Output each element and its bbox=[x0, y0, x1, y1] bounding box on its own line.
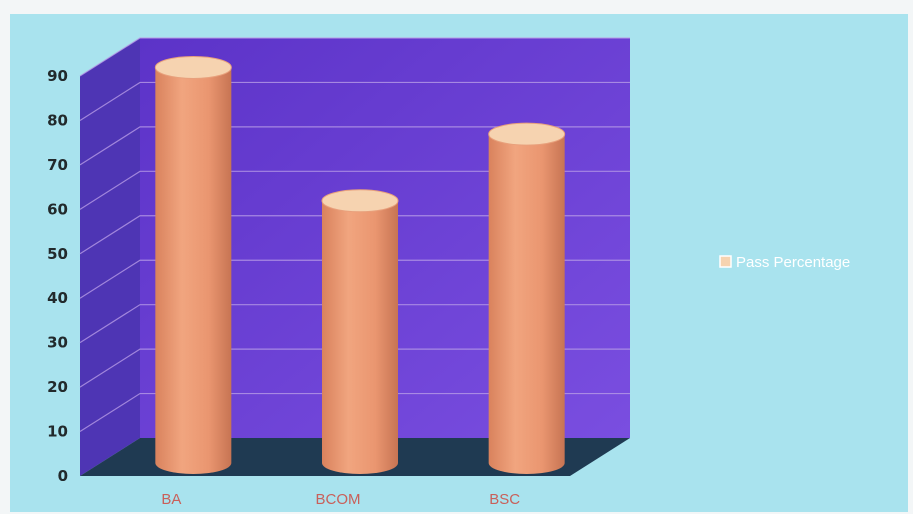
gridline bbox=[79, 348, 630, 388]
gridline bbox=[79, 37, 630, 77]
x-tick-label: BA bbox=[161, 491, 181, 508]
gridline bbox=[79, 304, 630, 344]
legend-swatch bbox=[719, 255, 732, 268]
bars bbox=[154, 55, 566, 474]
x-tick-label: BCOM bbox=[316, 491, 361, 508]
gridline bbox=[79, 259, 630, 299]
y-tick-label: 20 bbox=[47, 378, 68, 396]
bar-bsc bbox=[488, 134, 565, 474]
y-tick-label: 90 bbox=[47, 67, 68, 85]
bar-top-ba bbox=[154, 55, 232, 79]
gridline bbox=[79, 170, 630, 210]
gridline bbox=[79, 392, 630, 433]
side-wall bbox=[80, 38, 140, 476]
y-tick-label: 80 bbox=[47, 111, 68, 129]
y-tick-label: 60 bbox=[47, 200, 68, 218]
y-tick-label: 40 bbox=[47, 289, 68, 307]
bar-top-bcom bbox=[321, 189, 399, 213]
bar-bcom bbox=[322, 200, 398, 474]
gridline bbox=[79, 215, 630, 255]
x-axis-ticks: BA BCOM BSC bbox=[161, 491, 520, 508]
gridline bbox=[79, 126, 630, 166]
bar-top-bsc bbox=[488, 122, 566, 146]
gridline bbox=[79, 81, 630, 121]
legend-label: Pass Percentage bbox=[736, 254, 850, 271]
y-axis-ticks: 0 10 20 30 40 50 60 70 80 90 bbox=[47, 67, 68, 485]
x-tick-label: BSC bbox=[489, 491, 520, 508]
y-tick-label: 70 bbox=[47, 156, 68, 174]
y-tick-label: 50 bbox=[47, 245, 68, 263]
y-tick-label: 30 bbox=[47, 334, 68, 352]
y-tick-label: 0 bbox=[58, 467, 68, 485]
legend: Pass Percentage bbox=[719, 254, 850, 271]
gridlines bbox=[79, 37, 630, 433]
chart-area: 0 10 20 30 40 50 60 70 80 90 BA BCOM BSC Pass Perce… bbox=[10, 14, 908, 512]
y-tick-label: 10 bbox=[47, 423, 68, 441]
bar-ba bbox=[155, 67, 232, 474]
bar-chart: 0 10 20 30 40 50 60 70 80 90 BA BCOM BSC Pass Perce… bbox=[47, 37, 850, 508]
